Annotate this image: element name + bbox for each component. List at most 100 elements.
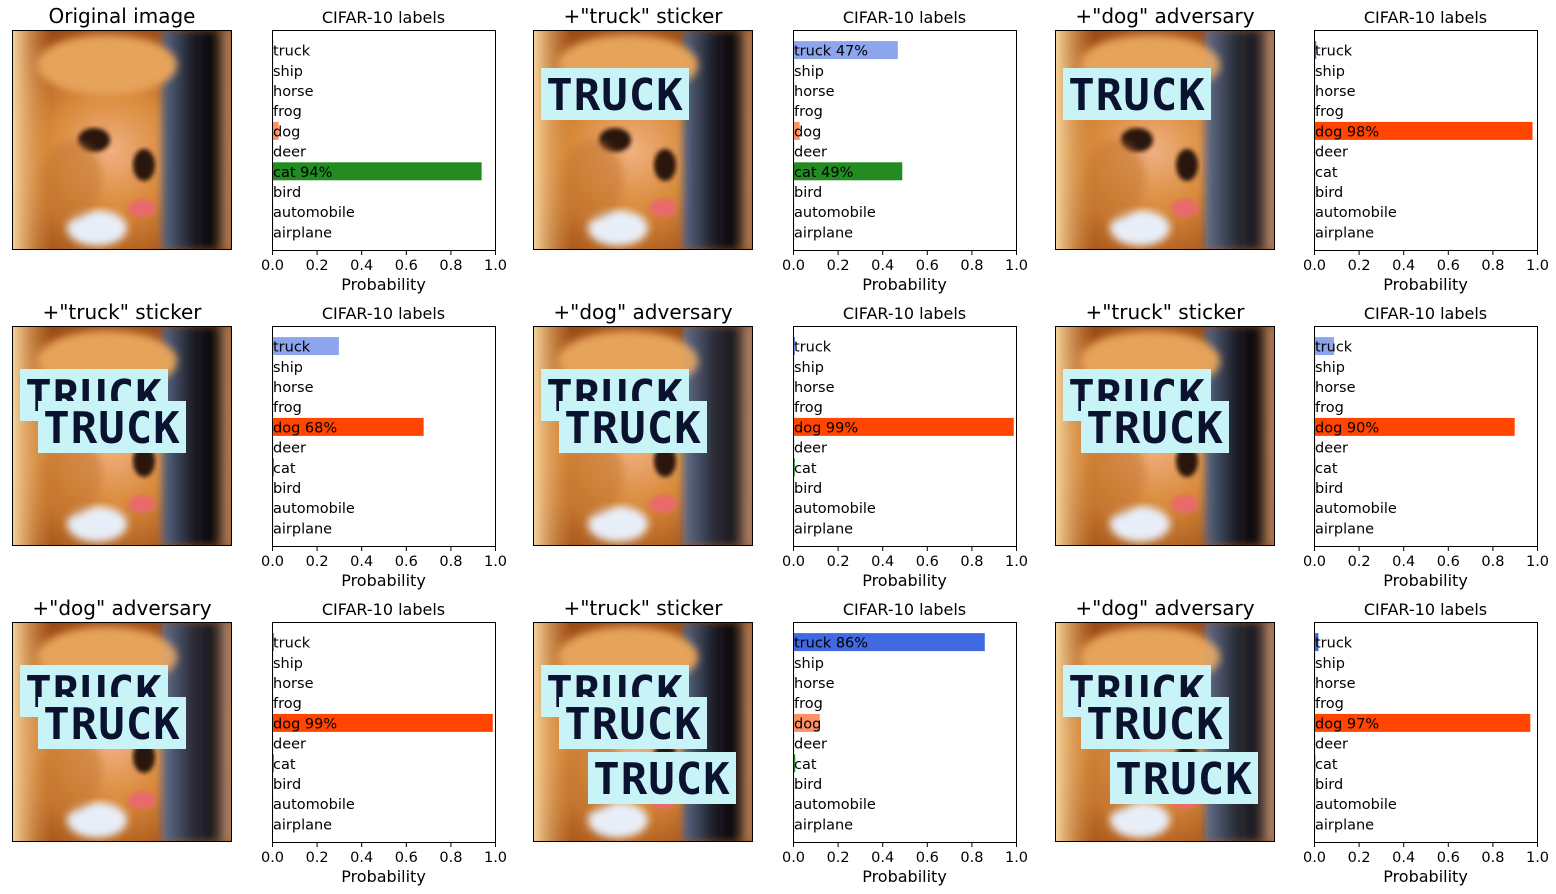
x-tick-label: 0.0 bbox=[261, 554, 284, 570]
bar-label-cat: cat bbox=[794, 461, 817, 477]
image-panel: TRUCK bbox=[533, 30, 753, 250]
x-tick-label: 0.8 bbox=[960, 850, 983, 866]
x-tick-label: 0.8 bbox=[439, 850, 462, 866]
bar-label-dog: dog bbox=[794, 124, 821, 140]
truck-sticker: TRUCK bbox=[541, 68, 689, 121]
x-tick-label: 0.8 bbox=[1481, 554, 1504, 570]
bar-label-ship: ship bbox=[794, 656, 824, 672]
bar-label-bird: bird bbox=[273, 185, 301, 201]
x-tick-label: 0.6 bbox=[395, 554, 418, 570]
x-tick-label: 0.4 bbox=[350, 258, 373, 274]
truck-sticker: TRUCK bbox=[1081, 697, 1229, 750]
image-title: +"truck" sticker bbox=[563, 596, 723, 620]
bar-label-cat: cat bbox=[273, 461, 296, 477]
sticker-text: TRUCK bbox=[564, 403, 701, 454]
bar-label-ship: ship bbox=[1315, 64, 1345, 80]
x-tick-label: 0.0 bbox=[261, 850, 284, 866]
bar-chart: CIFAR-10 labelstruckshiphorsefrogdog 99%… bbox=[261, 600, 507, 886]
bar-label-cat: cat 49% bbox=[794, 165, 853, 181]
bar-label-frog: frog bbox=[794, 104, 823, 120]
bar-label-horse: horse bbox=[273, 380, 314, 396]
bar-label-bird: bird bbox=[273, 777, 301, 793]
bar-label-horse: horse bbox=[273, 84, 314, 100]
x-axis-label: Probability bbox=[341, 867, 426, 886]
bar-label-ship: ship bbox=[273, 360, 303, 376]
x-tick-label: 0.0 bbox=[1303, 258, 1326, 274]
truck-sticker: TRUCK bbox=[559, 401, 707, 454]
bar-label-horse: horse bbox=[273, 676, 314, 692]
bar-label-automobile: automobile bbox=[794, 501, 876, 517]
x-tick-label: 0.0 bbox=[1303, 554, 1326, 570]
x-tick-label: 0.8 bbox=[1481, 258, 1504, 274]
image-panel: TRUCK bbox=[1055, 30, 1275, 250]
bar-label-horse: horse bbox=[1315, 380, 1356, 396]
x-tick-label: 1.0 bbox=[484, 258, 507, 274]
bar-label-ship: ship bbox=[273, 64, 303, 80]
bar-label-automobile: automobile bbox=[1315, 797, 1397, 813]
bar-label-airplane: airplane bbox=[794, 225, 853, 241]
bar-label-automobile: automobile bbox=[794, 797, 876, 813]
x-axis-label: Probability bbox=[341, 571, 426, 590]
image-title: +"dog" adversary bbox=[1075, 596, 1254, 620]
x-axis-label: Probability bbox=[1383, 275, 1468, 294]
bar-label-airplane: airplane bbox=[273, 521, 332, 537]
x-axis-label: Probability bbox=[862, 571, 947, 590]
bar-label-deer: deer bbox=[794, 441, 827, 457]
x-axis-label: Probability bbox=[341, 275, 426, 294]
x-tick-label: 0.2 bbox=[827, 850, 850, 866]
bar-label-horse: horse bbox=[794, 676, 835, 692]
bar-chart: CIFAR-10 labelstruckshiphorsefrogdog 98%… bbox=[1303, 8, 1549, 294]
bar-label-automobile: automobile bbox=[794, 205, 876, 221]
photo-nose bbox=[649, 495, 677, 513]
chart-title: CIFAR-10 labels bbox=[322, 600, 445, 619]
bar-label-dog: dog 90% bbox=[1315, 420, 1379, 436]
bar-label-dog: dog bbox=[794, 716, 821, 732]
photo-right-eye bbox=[133, 149, 155, 181]
bar-label-dog: dog 99% bbox=[794, 420, 858, 436]
photo-nose bbox=[128, 495, 156, 513]
x-tick-label: 0.6 bbox=[395, 850, 418, 866]
bar-label-cat: cat bbox=[273, 757, 296, 773]
photo-nose bbox=[649, 199, 677, 217]
bar-label-truck: truck bbox=[273, 340, 311, 356]
photo-nose bbox=[128, 791, 156, 809]
bar-label-dog: dog 97% bbox=[1315, 716, 1379, 732]
bar-label-ship: ship bbox=[794, 360, 824, 376]
bar-label-frog: frog bbox=[273, 696, 302, 712]
x-tick-label: 0.4 bbox=[1392, 554, 1415, 570]
bar-label-deer: deer bbox=[794, 145, 827, 161]
x-tick-label: 0.6 bbox=[916, 258, 939, 274]
bar-label-airplane: airplane bbox=[794, 817, 853, 833]
bar-label-dog: dog 68% bbox=[273, 420, 337, 436]
sticker-text: TRUCK bbox=[546, 70, 683, 121]
cat-photo: TRUCK bbox=[533, 30, 753, 250]
bar-label-cat: cat 94% bbox=[273, 165, 332, 181]
bar-label-ship: ship bbox=[794, 64, 824, 80]
x-tick-label: 0.6 bbox=[1437, 850, 1460, 866]
x-tick-label: 0.8 bbox=[960, 258, 983, 274]
x-tick-label: 1.0 bbox=[1005, 258, 1028, 274]
photo-nose bbox=[128, 199, 156, 217]
x-tick-label: 0.2 bbox=[1348, 258, 1371, 274]
bar-label-truck: truck 47% bbox=[794, 44, 868, 60]
bar-label-automobile: automobile bbox=[273, 501, 355, 517]
x-tick-label: 0.4 bbox=[350, 554, 373, 570]
bar-label-bird: bird bbox=[273, 481, 301, 497]
bar-label-truck: truck bbox=[273, 44, 311, 60]
photo-right-eye bbox=[654, 149, 676, 181]
bar-label-deer: deer bbox=[1315, 441, 1348, 457]
bar-label-bird: bird bbox=[794, 185, 822, 201]
x-tick-label: 0.0 bbox=[261, 258, 284, 274]
bar-label-ship: ship bbox=[1315, 656, 1345, 672]
bar-chart: CIFAR-10 labelstruck 86%shiphorsefrogdog… bbox=[782, 600, 1028, 886]
image-title: +"dog" adversary bbox=[553, 300, 732, 324]
bar-label-dog: dog 98% bbox=[1315, 124, 1379, 140]
x-tick-label: 0.0 bbox=[782, 850, 805, 866]
x-tick-label: 0.2 bbox=[827, 554, 850, 570]
sticker-text: TRUCK bbox=[1115, 754, 1252, 805]
bar-label-deer: deer bbox=[1315, 145, 1348, 161]
cat-photo: TRUCKTRUCK bbox=[1055, 326, 1275, 546]
bar-label-deer: deer bbox=[273, 441, 306, 457]
